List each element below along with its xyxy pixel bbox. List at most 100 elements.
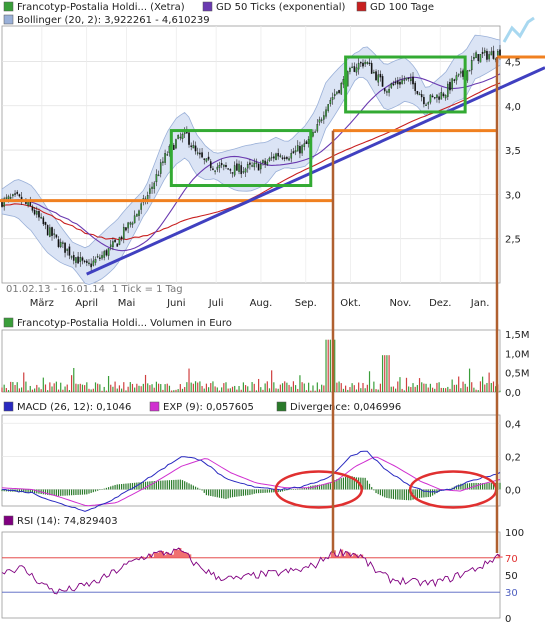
- candle-body: [475, 52, 477, 59]
- volume-bar: [20, 387, 23, 392]
- volume-bar: [25, 381, 27, 392]
- candle-body: [329, 100, 332, 104]
- candle-body: [231, 172, 234, 174]
- divergence-bar: [44, 489, 47, 495]
- candle-body: [35, 211, 38, 215]
- volume-bar: [49, 382, 51, 392]
- divergence-bar: [164, 480, 166, 490]
- volume-bar: [86, 382, 88, 392]
- candle-body: [333, 93, 336, 97]
- volume-bar: [340, 383, 342, 392]
- divergence-bar: [168, 480, 171, 490]
- candle-body: [205, 158, 208, 162]
- volume-bar: [488, 372, 490, 392]
- volume-bar: [214, 386, 216, 392]
- legend-label: GD 50 Ticks (exponential): [216, 2, 345, 13]
- candle-body: [16, 191, 19, 194]
- divergence-bar: [205, 489, 208, 496]
- divergence-bar: [279, 489, 281, 492]
- volume-bar: [310, 390, 312, 392]
- candle-body: [303, 143, 306, 147]
- divergence-bar: [242, 489, 244, 496]
- candle-body: [294, 150, 297, 153]
- volume-bar: [362, 382, 364, 392]
- candle-body: [425, 104, 427, 107]
- divergence-bar: [64, 489, 66, 496]
- volume-bar: [321, 384, 323, 392]
- volume-bar: [144, 374, 147, 392]
- divergence-bar: [403, 489, 405, 500]
- divergence-bar: [234, 489, 236, 497]
- volume-bar: [399, 377, 401, 392]
- divergence-bar: [264, 489, 266, 493]
- y-tick-label: 30: [505, 588, 518, 599]
- candle-body: [444, 94, 447, 99]
- divergence-bar: [57, 489, 60, 496]
- volume-bar: [384, 355, 386, 392]
- divergence-bar: [258, 489, 260, 494]
- candle-body: [353, 66, 356, 72]
- candle-body: [223, 164, 225, 167]
- candle-body: [162, 161, 164, 163]
- volume-bar: [218, 390, 221, 392]
- volume-bar: [421, 382, 423, 392]
- candle-body: [112, 241, 114, 248]
- volume-bar: [64, 386, 66, 392]
- divergence-bar: [477, 483, 479, 490]
- divergence-bar: [260, 489, 262, 494]
- volume-bar: [458, 376, 460, 392]
- y-tick-label: 100: [505, 528, 524, 539]
- divergence-bar: [62, 489, 64, 496]
- divergence-bar: [273, 489, 275, 493]
- candle-body: [38, 211, 40, 218]
- candle-body: [301, 145, 303, 154]
- candle-body: [375, 71, 377, 81]
- divergence-bar: [210, 489, 212, 496]
- volume-bar: [486, 382, 488, 392]
- candle-body: [90, 263, 92, 268]
- divergence-bar: [466, 483, 468, 490]
- divergence-bar: [75, 489, 77, 496]
- divergence-bar: [392, 489, 395, 500]
- volume-bar: [390, 386, 392, 392]
- candle-body: [420, 94, 423, 98]
- y-tick-label: 2,5: [505, 235, 521, 246]
- divergence-bar: [207, 489, 210, 496]
- candle-body: [44, 222, 47, 225]
- volume-bar: [53, 383, 55, 392]
- divergence-bar: [460, 483, 462, 490]
- candle-body: [127, 222, 129, 229]
- candle-body: [455, 75, 458, 81]
- divergence-bar: [371, 487, 373, 490]
- y-tick-label: 1,0M: [505, 349, 530, 360]
- divergence-bar: [86, 489, 88, 495]
- divergence-bar: [70, 489, 73, 496]
- divergence-bar: [318, 484, 321, 490]
- volume-bar: [123, 382, 125, 392]
- divergence-bar: [142, 481, 144, 490]
- divergence-bar: [218, 489, 221, 498]
- volume-bar: [181, 388, 184, 392]
- candle-body: [266, 161, 269, 165]
- panel-frame: [1, 414, 501, 507]
- divergence-bar: [90, 489, 92, 493]
- divergence-bar: [366, 480, 368, 490]
- x-tick-label: März: [30, 298, 54, 309]
- volume-bar: [238, 386, 240, 392]
- divergence-bar: [1, 489, 3, 492]
- volume-bar: [273, 382, 275, 392]
- candle-body: [136, 213, 138, 217]
- candle-body: [290, 152, 293, 159]
- candle-body: [436, 94, 438, 98]
- volume-bar: [308, 382, 310, 392]
- divergence-bar: [408, 489, 410, 501]
- divergence-bar: [49, 489, 51, 496]
- candle-body: [70, 256, 73, 258]
- candle-body: [453, 79, 456, 82]
- divergence-bar: [123, 483, 125, 490]
- volume-bar: [436, 382, 438, 392]
- divergence-bar: [297, 488, 299, 490]
- volume-bar: [127, 386, 129, 392]
- volume-bar: [358, 382, 360, 392]
- volume-bar: [294, 385, 297, 392]
